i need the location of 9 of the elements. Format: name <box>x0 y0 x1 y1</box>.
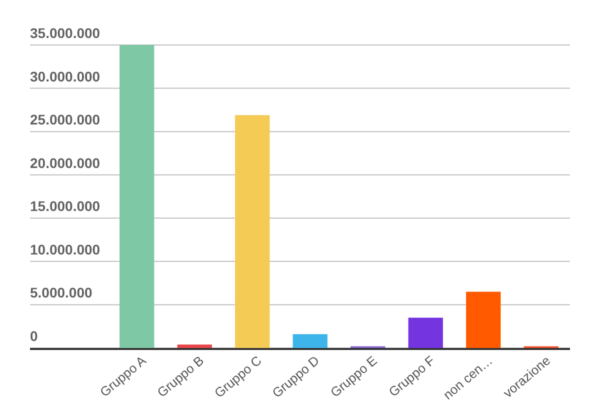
y-tick-label: 5.000.000 <box>30 284 92 301</box>
y-tick-label: 30.000.000 <box>30 68 100 84</box>
x-tick-label: non cen… <box>440 352 496 400</box>
y-tick-label: 25.000.000 <box>30 112 100 128</box>
y-tick-label: 20.000.000 <box>30 154 100 171</box>
y-tick-label: 10.000.000 <box>30 241 100 258</box>
y-tick-label: 0 <box>30 328 38 344</box>
y-tick-label: 15.000.000 <box>30 198 100 214</box>
y-tick-label: 35.000.000 <box>30 25 100 41</box>
